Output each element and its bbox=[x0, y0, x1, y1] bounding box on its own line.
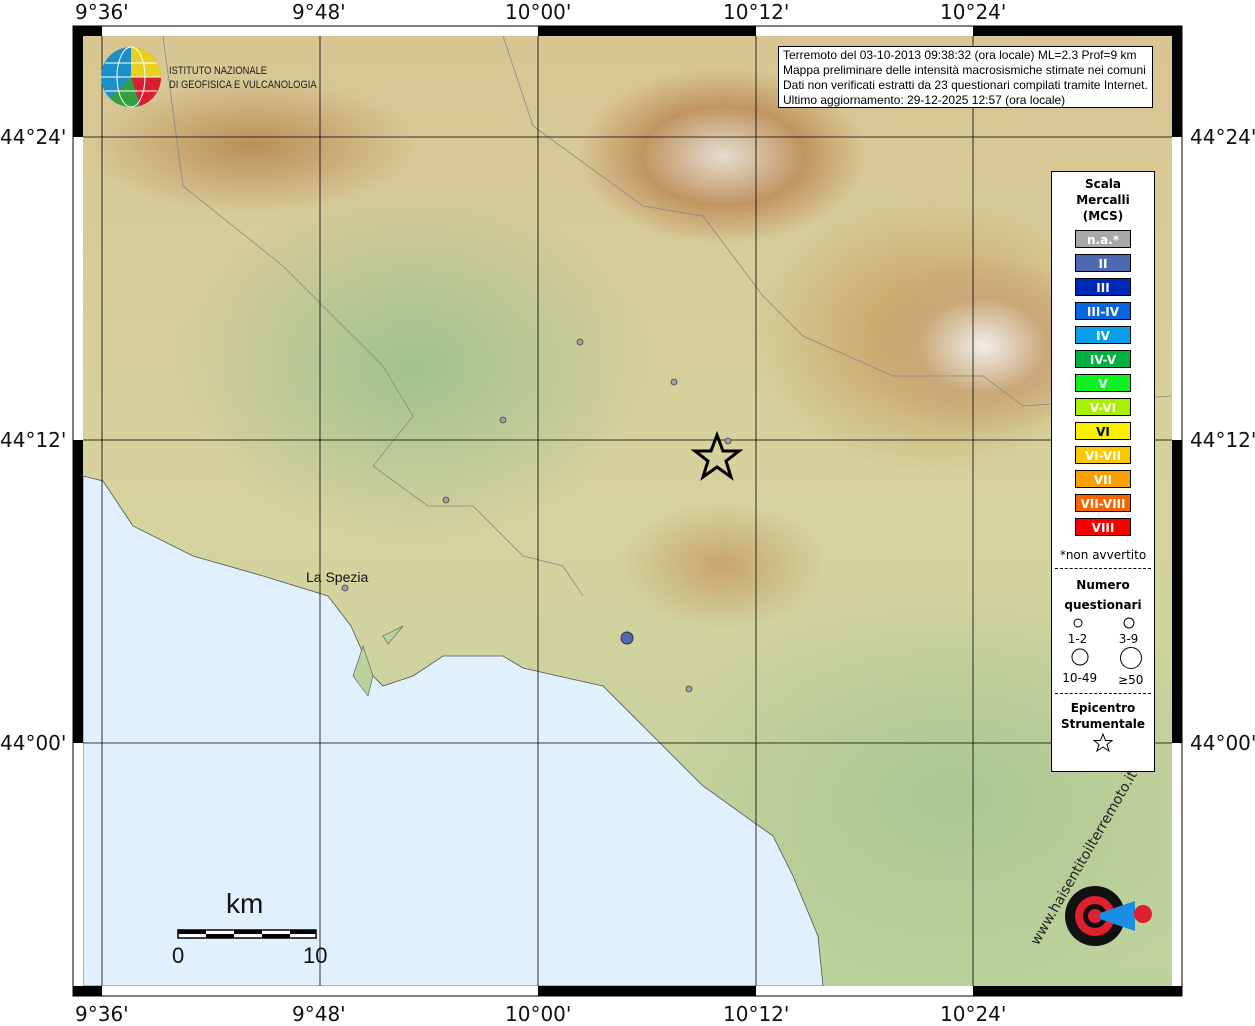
lon-label: 9°36' bbox=[75, 0, 129, 24]
legend-size-item: 3-9 bbox=[1119, 617, 1139, 646]
scale-unit: km bbox=[226, 888, 264, 919]
info-line: Terremoto del 03-10-2013 09:38:32 (ora l… bbox=[783, 48, 1137, 62]
info-line: Dati non verificati estratti da 23 quest… bbox=[783, 78, 1148, 92]
legend-size-item: 1-2 bbox=[1068, 617, 1088, 646]
legend-swatch: IV bbox=[1075, 326, 1131, 344]
legend-swatch: VI bbox=[1075, 422, 1131, 440]
scale-min: 0 bbox=[172, 943, 185, 968]
intensity-point[interactable] bbox=[724, 437, 732, 445]
map-overlay: www.haisentitoilterremoto.it bbox=[83, 36, 1172, 986]
legend-divider bbox=[1055, 693, 1151, 694]
legend-swatch: VI-VII bbox=[1075, 446, 1131, 464]
lon-label: 10°00' bbox=[505, 1002, 572, 1026]
intensity-point[interactable] bbox=[442, 496, 450, 504]
island bbox=[382, 625, 404, 645]
scale-max: 10 bbox=[303, 943, 328, 968]
legend-swatch: II bbox=[1075, 254, 1131, 272]
legend-swatch: III-IV bbox=[1075, 302, 1131, 320]
boundary-line bbox=[162, 36, 584, 597]
info-box: Terremoto del 03-10-2013 09:38:32 (ora l… bbox=[778, 46, 1153, 108]
lat-label: 44°24' bbox=[1190, 125, 1255, 149]
legend-count-title: Numero questionari bbox=[1064, 578, 1142, 612]
circle-size-icon bbox=[1073, 618, 1082, 628]
legend-swatch: V bbox=[1075, 374, 1131, 392]
circle-size-icon bbox=[1071, 648, 1089, 666]
logo-line: DI GEOFISICA E VULCANOLOGIA bbox=[169, 79, 317, 91]
map-canvas[interactable]: www.haisentitoilterremoto.it bbox=[83, 36, 1172, 986]
legend-size-item: 10-49 bbox=[1062, 646, 1097, 687]
lon-label: 9°48' bbox=[292, 0, 346, 24]
intensity-point[interactable] bbox=[576, 338, 584, 346]
legend-epicenter-title: Epicentro Strumentale bbox=[1060, 701, 1146, 731]
legend-swatch: VII bbox=[1075, 470, 1131, 488]
intensity-point-ii[interactable] bbox=[620, 631, 634, 645]
info-line: Ultimo aggiornamento: 29-12-2025 12:57 (… bbox=[783, 93, 1066, 107]
legend-swatch: IV-V bbox=[1075, 350, 1131, 368]
legend-swatch: V-VI bbox=[1075, 398, 1131, 416]
ingv-logo bbox=[101, 46, 162, 108]
lon-label: 9°48' bbox=[292, 1002, 346, 1026]
legend-swatches: n.a.* II III III-IV IV IV-V V V-VI VI VI-VII VII VI… bbox=[1052, 230, 1154, 536]
lon-label: 10°00' bbox=[505, 0, 572, 24]
circle-size-icon bbox=[1123, 617, 1134, 629]
city-label: La Spezia bbox=[306, 569, 369, 585]
lon-label: 10°12' bbox=[723, 0, 790, 24]
lat-label: 44°24' bbox=[0, 125, 67, 149]
legend-divider bbox=[1055, 568, 1151, 569]
question-mark-icon bbox=[1134, 905, 1152, 923]
legend-swatch: VII-VIII bbox=[1075, 494, 1131, 512]
intensity-point[interactable] bbox=[670, 378, 678, 386]
intensity-point[interactable] bbox=[499, 416, 507, 424]
lat-label: 44°00' bbox=[0, 731, 67, 755]
lat-label: 44°12' bbox=[0, 428, 67, 452]
legend-size-item: ≥50 bbox=[1118, 646, 1144, 687]
epicenter-star-icon[interactable] bbox=[690, 430, 744, 481]
legend: Scala Mercalli (MCS) n.a.* II III III-IV IV IV-… bbox=[1051, 171, 1155, 772]
epicenter-legend-star-icon bbox=[1092, 732, 1114, 753]
logo-line: ISTITUTO NAZIONALE bbox=[169, 65, 268, 77]
city-marker bbox=[341, 584, 349, 592]
lat-label: 44°00' bbox=[1190, 731, 1255, 755]
lon-label: 10°24' bbox=[940, 1002, 1007, 1026]
legend-swatch: n.a.* bbox=[1075, 230, 1131, 248]
ingv-logo-text: ISTITUTO NAZIONALE DI GEOFISICA E VULCANO… bbox=[169, 64, 317, 92]
lon-label: 10°24' bbox=[940, 0, 1007, 24]
watermark-logo bbox=[1065, 886, 1152, 946]
legend-title: Scala Mercalli (MCS) bbox=[1076, 177, 1130, 223]
lon-label: 10°12' bbox=[723, 1002, 790, 1026]
info-line: Mappa preliminare delle intensità macros… bbox=[783, 63, 1146, 77]
legend-swatch: VIII bbox=[1075, 518, 1131, 536]
scale-bar-graphic bbox=[177, 929, 317, 939]
legend-swatch: III bbox=[1075, 278, 1131, 296]
sea bbox=[83, 475, 824, 986]
legend-note: *non avvertito bbox=[1059, 548, 1147, 562]
lon-label: 9°36' bbox=[75, 1002, 129, 1026]
lat-label: 44°12' bbox=[1190, 428, 1255, 452]
circle-size-icon bbox=[1119, 647, 1142, 669]
intensity-point[interactable] bbox=[685, 685, 693, 693]
